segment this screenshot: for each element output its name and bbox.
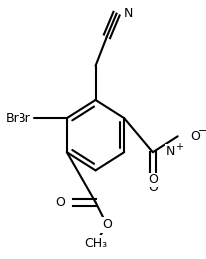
Text: +: + (175, 141, 183, 152)
Text: CH₃: CH₃ (84, 236, 107, 250)
Text: O: O (190, 130, 200, 143)
Text: Br: Br (5, 112, 19, 125)
Text: O: O (55, 196, 65, 209)
Text: N: N (126, 7, 136, 20)
Text: O: O (102, 218, 112, 232)
Text: N: N (166, 145, 176, 157)
Text: −: − (198, 126, 206, 136)
Text: CH₃: CH₃ (84, 236, 107, 250)
Text: O: O (102, 218, 112, 232)
Text: N: N (124, 7, 133, 20)
Text: O: O (148, 181, 158, 194)
Text: Br: Br (17, 112, 31, 125)
Text: O: O (53, 196, 63, 209)
Text: N: N (166, 146, 176, 159)
Text: O: O (191, 130, 201, 143)
Text: O: O (148, 173, 158, 186)
